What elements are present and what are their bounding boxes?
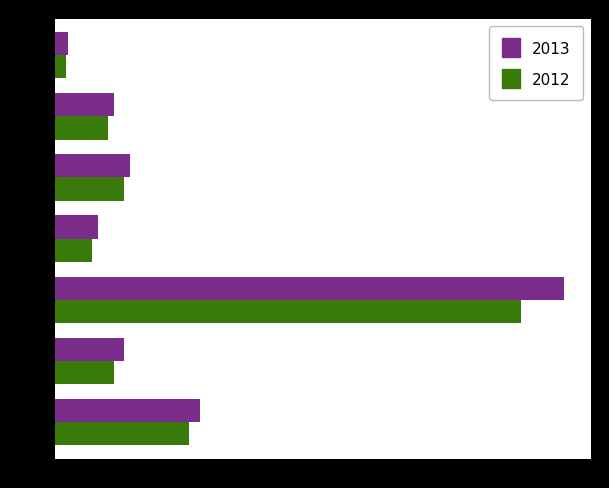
Legend: 2013, 2012: 2013, 2012 bbox=[490, 27, 583, 101]
Bar bbox=[55, 94, 114, 117]
Bar bbox=[55, 155, 130, 178]
Bar bbox=[55, 33, 68, 56]
Bar bbox=[55, 422, 189, 445]
Bar bbox=[55, 277, 564, 300]
Bar bbox=[55, 239, 93, 263]
Bar bbox=[55, 399, 200, 422]
Bar bbox=[55, 216, 97, 239]
Bar bbox=[55, 361, 114, 384]
Bar bbox=[55, 117, 108, 141]
Bar bbox=[55, 178, 124, 201]
Bar bbox=[55, 338, 124, 361]
Bar bbox=[55, 300, 521, 323]
Bar bbox=[55, 56, 66, 80]
